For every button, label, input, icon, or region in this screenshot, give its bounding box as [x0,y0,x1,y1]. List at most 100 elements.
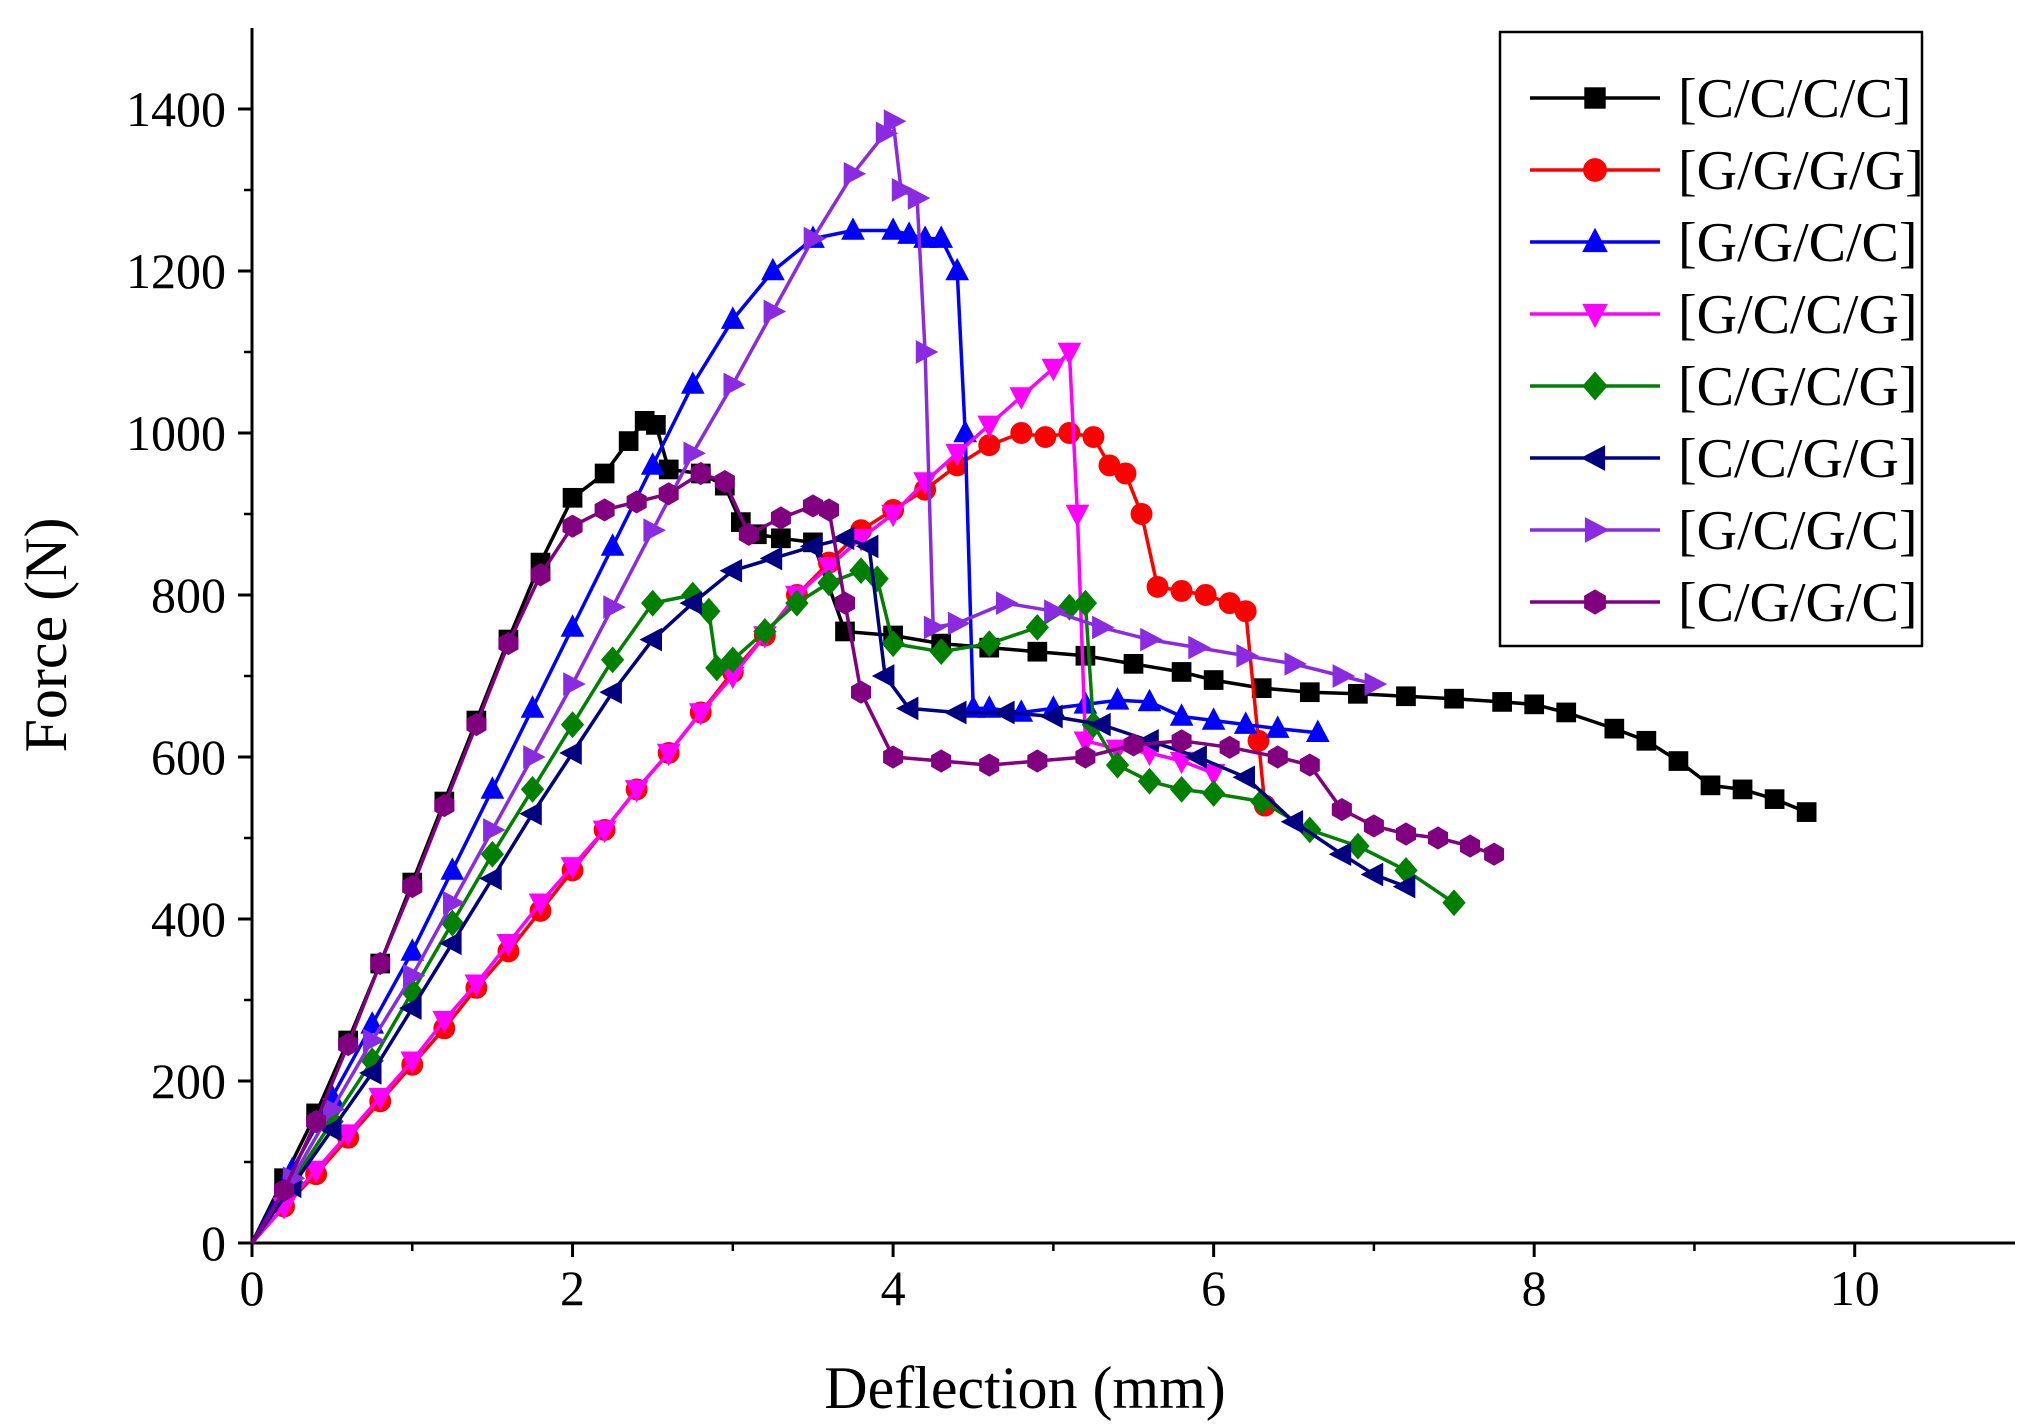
data-point [440,857,465,880]
legend-marker [1582,371,1608,401]
data-point [466,713,487,737]
data-point [771,528,791,549]
series-1 [250,422,1276,1245]
legend-label: [G/C/G/C] [1678,500,1918,562]
legend-item: [C/C/G/G] [1530,428,1918,490]
data-point [520,776,545,803]
data-point [1169,776,1194,803]
data-point [688,703,713,726]
legend-marker [1584,589,1606,615]
series-6 [250,109,1388,1244]
series-7 [250,461,1505,1244]
data-point [871,664,895,688]
data-point [819,498,839,522]
data-point [945,257,970,281]
legend-label: [C/G/C/G] [1678,356,1918,418]
x-tick-label: 0 [240,1260,265,1316]
data-point [1140,627,1163,652]
series-group [250,109,1817,1245]
data-point [1236,643,1259,668]
data-point [802,494,823,518]
data-point [1328,842,1352,867]
data-point [530,563,551,587]
data-point [646,415,666,435]
data-point [883,109,907,134]
legend-label: [C/C/C/C] [1678,68,1911,130]
data-point [953,419,978,443]
data-point [1201,780,1226,807]
data-point [1636,730,1657,751]
data-point [1280,809,1304,834]
series-line [250,568,1455,1244]
x-tick-label: 4 [881,1260,906,1316]
data-point [656,743,681,767]
data-point [759,546,783,571]
data-point [336,1124,361,1147]
data-point [658,459,679,480]
data-point [738,522,759,546]
data-point [432,1011,457,1034]
data-point [368,1087,393,1111]
data-point [400,938,425,961]
data-point [855,534,879,559]
data-point [1171,729,1192,753]
data-point [359,1061,382,1085]
data-point [643,518,666,543]
data-point [720,306,745,329]
data-point [464,974,489,997]
plot-area: 0 200 400 600 800 1000 1200 1400 0 2 4 6 8 10 [126,28,2015,1316]
data-point [1194,584,1217,606]
data-point [945,443,970,467]
data-point [306,1109,327,1134]
data-point [1137,688,1162,712]
data-point [723,372,746,397]
x-tick-label: 6 [1201,1260,1226,1316]
data-point [1556,702,1577,723]
legend-marker [1580,445,1606,471]
data-point [1524,694,1545,715]
legend-marker [1582,227,1608,253]
x-ticks: 0 2 4 6 8 10 [240,1243,1880,1316]
data-point [1392,874,1416,899]
data-point [603,595,626,619]
y-axis-title: Force (N) [13,518,79,753]
data-point [1010,422,1033,444]
data-point [640,452,665,475]
y-tick-label: 600 [151,729,226,785]
data-point [496,934,521,957]
data-point [600,533,625,556]
data-point [1184,745,1207,769]
data-point [480,840,505,868]
data-point [705,654,729,682]
data-point [1604,718,1625,739]
data-point [1284,652,1307,676]
data-point [560,711,585,739]
y-ticks: 0 200 400 600 800 1000 1200 1400 [126,81,252,1271]
series-5 [250,526,1416,1245]
data-point [1075,745,1096,769]
data-point [594,498,615,522]
data-point [560,614,585,637]
data-point [399,996,422,1020]
legend-label: [G/G/G/G] [1678,140,1924,202]
data-point [1092,615,1115,640]
y-tick-label: 800 [151,567,226,623]
data-point [931,749,952,773]
data-point [1363,814,1384,838]
series-3 [250,342,1226,1245]
data-point [849,557,873,585]
data-point [618,431,639,451]
data-point [680,371,705,394]
data-point [439,931,462,956]
legend-marker [1584,87,1606,109]
data-point [835,591,855,615]
data-point [929,225,954,248]
data-point [770,506,791,530]
data-point [528,893,553,916]
data-point [895,696,919,721]
data-point [851,680,872,704]
data-point [1484,842,1505,866]
data-point [1331,798,1352,822]
data-point [1267,745,1288,769]
data-point [599,680,622,705]
